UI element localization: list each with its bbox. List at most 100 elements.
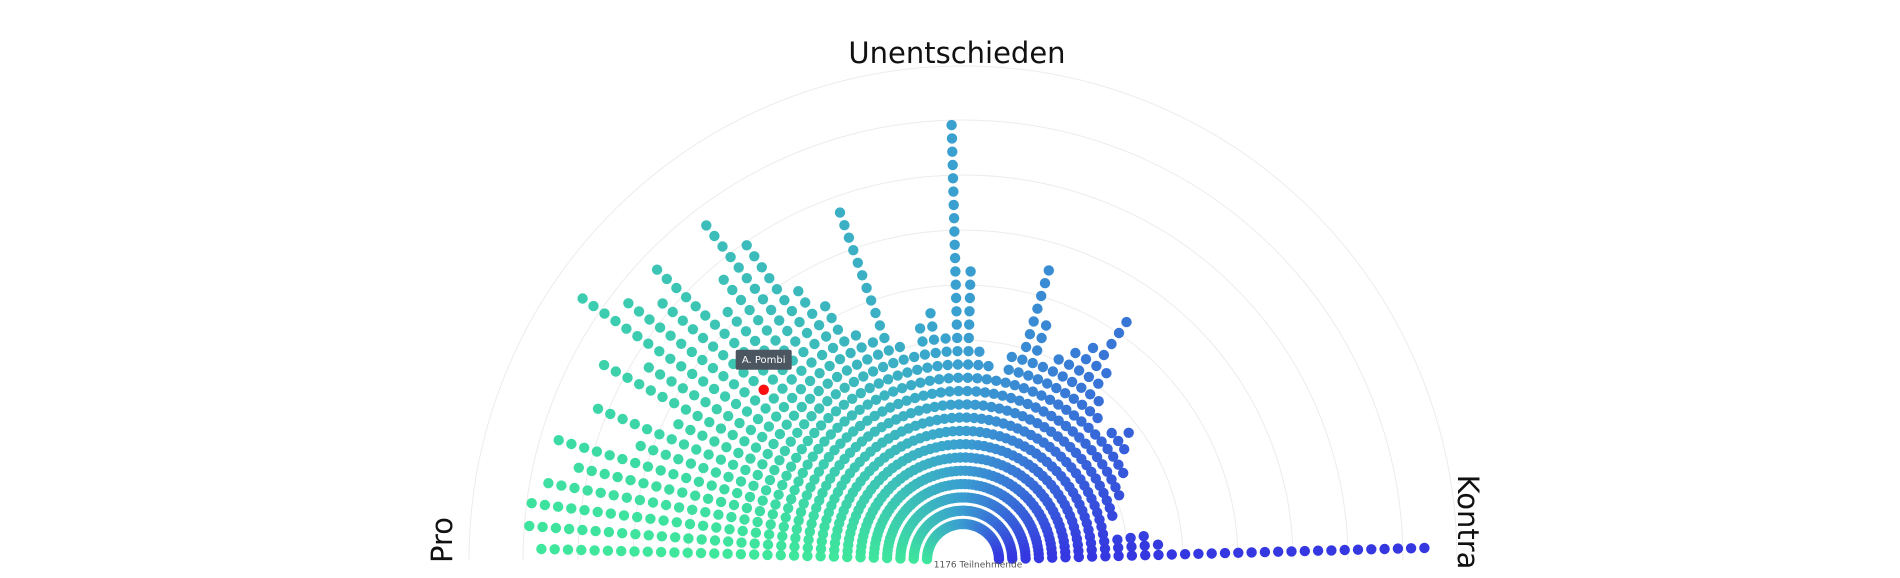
dot[interactable] — [947, 159, 958, 171]
dot[interactable] — [641, 424, 653, 435]
dot[interactable] — [741, 240, 752, 251]
dot[interactable] — [526, 498, 537, 509]
dot[interactable] — [813, 320, 825, 331]
dot[interactable] — [749, 538, 760, 549]
dot[interactable] — [718, 371, 729, 382]
dot[interactable] — [736, 537, 747, 548]
dot[interactable] — [839, 382, 850, 393]
dot[interactable] — [648, 445, 659, 456]
dot[interactable] — [1153, 549, 1164, 561]
dot[interactable] — [656, 531, 668, 542]
dot[interactable] — [945, 399, 956, 410]
dot[interactable] — [1039, 278, 1051, 289]
dot[interactable] — [808, 510, 819, 521]
dot[interactable] — [617, 453, 628, 465]
dot[interactable] — [948, 199, 959, 211]
dot[interactable] — [804, 526, 816, 537]
dot[interactable] — [1419, 542, 1430, 554]
dot[interactable] — [775, 550, 786, 561]
dot[interactable] — [1053, 415, 1064, 426]
dot[interactable] — [634, 379, 645, 390]
dot[interactable] — [715, 496, 727, 508]
dot[interactable] — [970, 399, 981, 410]
dot[interactable] — [727, 284, 738, 296]
dot[interactable] — [678, 439, 690, 450]
dot[interactable] — [888, 386, 899, 397]
dot[interactable] — [1312, 545, 1324, 556]
dot[interactable] — [1018, 383, 1030, 394]
dot[interactable] — [723, 471, 734, 483]
dot[interactable] — [707, 341, 719, 352]
dot[interactable] — [676, 338, 687, 349]
dot[interactable] — [562, 544, 574, 555]
dot[interactable] — [588, 300, 599, 312]
dot[interactable] — [806, 357, 817, 368]
dot[interactable] — [946, 119, 957, 131]
dot[interactable] — [912, 364, 923, 375]
dot[interactable] — [612, 471, 623, 483]
dot[interactable] — [573, 462, 584, 473]
dot[interactable] — [760, 485, 772, 496]
dot[interactable] — [704, 417, 715, 428]
dot[interactable] — [948, 213, 960, 224]
dot[interactable] — [1113, 542, 1124, 553]
dot[interactable] — [937, 400, 948, 411]
dot[interactable] — [744, 491, 756, 503]
dot[interactable] — [793, 286, 804, 297]
dot[interactable] — [741, 273, 752, 284]
dot[interactable] — [994, 403, 1005, 414]
dot[interactable] — [1038, 406, 1049, 417]
dot[interactable] — [727, 429, 738, 441]
dot[interactable] — [764, 474, 776, 486]
dot[interactable] — [629, 546, 640, 557]
dot[interactable] — [972, 373, 983, 384]
dot[interactable] — [1073, 551, 1085, 563]
dot[interactable] — [804, 375, 816, 387]
dot[interactable] — [762, 539, 774, 550]
dot[interactable] — [862, 399, 873, 410]
dot[interactable] — [566, 503, 577, 514]
dot[interactable] — [1032, 345, 1043, 356]
dot[interactable] — [673, 419, 684, 430]
dot[interactable] — [701, 220, 712, 231]
dot[interactable] — [1020, 341, 1032, 353]
dot[interactable] — [1126, 541, 1137, 552]
dot[interactable] — [856, 342, 867, 353]
dot[interactable] — [610, 366, 621, 377]
dot[interactable] — [536, 543, 547, 555]
dot[interactable] — [877, 406, 888, 417]
dot[interactable] — [776, 540, 787, 551]
dot[interactable] — [813, 385, 824, 397]
dot[interactable] — [1106, 474, 1117, 485]
dot[interactable] — [1139, 540, 1150, 551]
dot[interactable] — [722, 548, 733, 559]
dot[interactable] — [807, 451, 818, 462]
dot[interactable] — [789, 485, 800, 496]
dot[interactable] — [749, 283, 761, 294]
dot[interactable] — [965, 279, 976, 290]
dot[interactable] — [946, 412, 957, 424]
dot[interactable] — [1020, 553, 1031, 564]
dot[interactable] — [963, 332, 974, 344]
dot[interactable] — [1044, 394, 1056, 405]
dot[interactable] — [952, 332, 963, 344]
dot[interactable] — [1113, 459, 1124, 470]
dot[interactable] — [862, 354, 873, 365]
dot[interactable] — [617, 528, 628, 539]
dot[interactable] — [778, 521, 789, 532]
dot[interactable] — [1392, 543, 1404, 554]
dot[interactable] — [1003, 364, 1014, 375]
dot[interactable] — [586, 465, 597, 477]
dot[interactable] — [786, 374, 797, 385]
dot[interactable] — [550, 522, 562, 534]
dot[interactable] — [696, 534, 707, 545]
dot[interactable] — [767, 509, 778, 520]
dot[interactable] — [1022, 398, 1033, 410]
dot[interactable] — [768, 438, 779, 450]
dot[interactable] — [752, 413, 764, 425]
dot[interactable] — [762, 549, 773, 561]
dot[interactable] — [697, 430, 708, 441]
dot[interactable] — [1073, 365, 1085, 376]
dot[interactable] — [793, 515, 804, 526]
dot[interactable] — [718, 350, 729, 361]
